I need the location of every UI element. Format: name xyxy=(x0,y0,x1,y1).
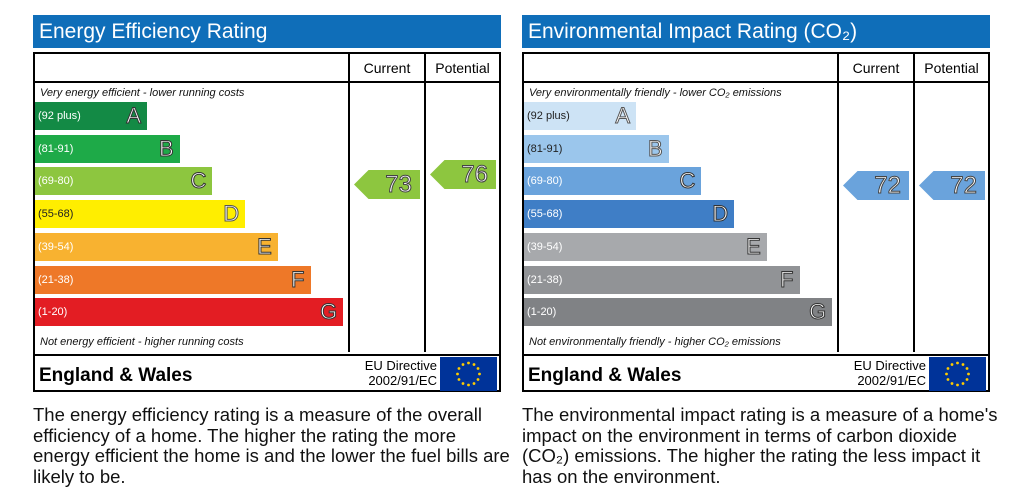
band-letter: C xyxy=(190,168,207,194)
band-letter: D xyxy=(712,201,729,227)
current-header: Current xyxy=(363,60,411,76)
band-range: (81-91) xyxy=(38,142,74,155)
panel-title: Environmental Impact Rating (CO₂) xyxy=(522,15,990,48)
band-range: (92 plus) xyxy=(38,110,81,122)
band-letter: B xyxy=(648,135,664,161)
potential-header: Potential xyxy=(924,60,979,76)
eu-directive-line1: EU Directive xyxy=(853,358,926,373)
band-b: (81-91) B xyxy=(524,134,669,163)
band-range: (21-38) xyxy=(38,273,74,286)
energy-rating-panel: Energy Efficiency Rating Current Potenti… xyxy=(33,15,501,392)
band-letter: C xyxy=(679,168,696,194)
band-letter: B xyxy=(159,135,175,161)
potential-rating-value: 76 xyxy=(461,161,489,189)
potential-rating-arrow: 72 xyxy=(919,171,985,200)
potential-column xyxy=(424,54,426,352)
band-f: (21-38) F xyxy=(524,265,800,294)
band-letter: A xyxy=(126,103,142,129)
band-letter: G xyxy=(809,299,827,325)
top-note: Very energy efficient - lower running co… xyxy=(40,87,245,99)
band-letter: E xyxy=(257,233,273,259)
band-letter: F xyxy=(780,266,794,292)
band-range: (21-38) xyxy=(527,273,563,286)
band-range: (1-20) xyxy=(38,306,68,319)
current-rating-arrow: 72 xyxy=(843,171,909,200)
band-range: (81-91) xyxy=(527,142,563,155)
panel-title: Energy Efficiency Rating xyxy=(33,15,501,48)
band-letter: F xyxy=(291,266,305,292)
band-d: (55-68) D xyxy=(524,200,735,229)
band-letter: G xyxy=(320,299,338,325)
band-b: (81-91) B xyxy=(35,134,180,163)
band-g: (1-20) G xyxy=(35,298,344,327)
band-g: (1-20) G xyxy=(524,298,833,327)
eu-directive: EU Directive 2002/91/EC xyxy=(365,358,437,388)
rating-description: The energy efficiency rating is a measur… xyxy=(33,404,510,487)
current-header: Current xyxy=(852,60,900,76)
top-note: Very environmentally friendly - lower CO… xyxy=(529,87,782,99)
eu-directive-line1: EU Directive xyxy=(364,358,437,373)
band-a: (92 plus) A xyxy=(35,102,147,130)
band-e: (39-54) E xyxy=(35,232,278,261)
current-rating-value: 72 xyxy=(874,172,902,200)
band-e: (39-54) E xyxy=(524,232,767,261)
band-range: (92 plus) xyxy=(527,110,570,122)
current-column xyxy=(837,54,839,352)
potential-header: Potential xyxy=(435,60,490,76)
rating-table: Current Potential Very environmentally f… xyxy=(522,52,990,392)
band-range: (69-80) xyxy=(38,175,74,188)
band-range: (39-54) xyxy=(527,240,563,253)
current-rating-value: 73 xyxy=(385,171,413,199)
band-range: (39-54) xyxy=(38,240,74,253)
bottom-note: Not energy efficient - higher running co… xyxy=(40,336,244,348)
eu-flag-icon xyxy=(929,357,986,391)
current-rating-arrow: 73 xyxy=(354,170,420,199)
band-d: (55-68) D xyxy=(35,200,246,229)
band-c: (69-80) C xyxy=(524,167,702,196)
rating-table: Current Potential Very energy efficient … xyxy=(33,52,501,392)
band-range: (69-80) xyxy=(527,175,563,188)
region-label: England & Wales xyxy=(528,365,682,386)
potential-rating-value: 72 xyxy=(950,172,978,200)
band-range: (1-20) xyxy=(527,306,557,319)
band-a: (92 plus) A xyxy=(524,102,636,130)
band-range: (55-68) xyxy=(38,208,74,221)
bottom-note: Not environmentally friendly - higher CO… xyxy=(529,336,781,348)
environmental-rating-panel: Environmental Impact Rating (CO₂) Curren… xyxy=(522,15,990,392)
eu-directive-line2: 2002/91/EC xyxy=(368,373,437,388)
table-header xyxy=(35,54,499,83)
potential-rating-arrow: 76 xyxy=(430,160,496,189)
region-label: England & Wales xyxy=(39,365,193,386)
eu-directive: EU Directive 2002/91/EC xyxy=(854,358,926,388)
band-letter: D xyxy=(223,201,240,227)
table-header xyxy=(524,54,988,83)
band-c: (69-80) C xyxy=(35,167,213,196)
eu-flag-icon xyxy=(440,357,497,391)
band-range: (55-68) xyxy=(527,208,563,221)
rating-description: The environmental impact rating is a mea… xyxy=(522,404,998,487)
band-letter: E xyxy=(746,233,762,259)
footer: England & Wales EU Directive 2002/91/EC xyxy=(524,354,988,392)
footer: England & Wales EU Directive 2002/91/EC xyxy=(35,354,499,392)
eu-directive-line2: 2002/91/EC xyxy=(857,373,926,388)
potential-column xyxy=(913,54,915,352)
current-column xyxy=(348,54,350,352)
band-letter: A xyxy=(615,103,631,129)
band-f: (21-38) F xyxy=(35,265,311,294)
